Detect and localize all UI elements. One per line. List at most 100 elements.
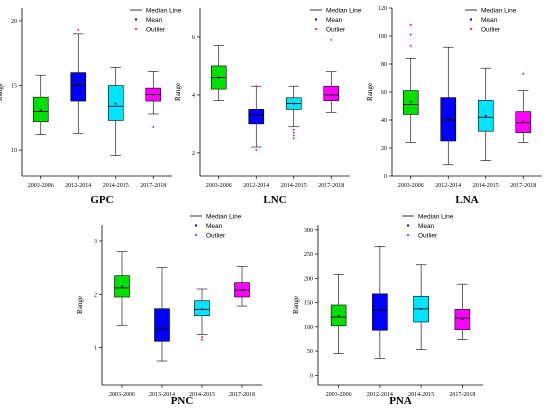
box-2014-2015 [194, 288, 210, 341]
y-tick-label: 10 [11, 148, 17, 154]
legend-outlier-label: Outlier [481, 26, 501, 33]
y-tick-label: 15 [11, 84, 17, 90]
box-2013-2014 [154, 267, 170, 362]
outlier-point [201, 338, 203, 341]
box-rect [70, 72, 87, 102]
legend-mean-swatch [195, 224, 197, 227]
outlier-point [292, 131, 295, 134]
legend-outlier-swatch [470, 28, 472, 30]
y-tick-label: 3 [94, 239, 97, 245]
y-tick-label: 200 [304, 276, 313, 282]
outlier-point [255, 85, 258, 88]
x-tick-label: 2003-2006 [206, 183, 232, 189]
mean-marker [330, 93, 333, 96]
legend-outlier-label: Outlier [418, 232, 438, 239]
legend: Median Line Mean Outlier [310, 7, 362, 33]
outlier-point [409, 44, 412, 47]
x-tick-label: 2003-2006 [326, 392, 352, 398]
panel-title: LNA [455, 194, 478, 206]
outlier-point [409, 23, 412, 26]
y-axis-label: Range [292, 296, 300, 314]
box-rect [154, 308, 170, 342]
legend-outlier-label: Outlier [326, 26, 346, 33]
panel-title: PNA [389, 395, 412, 407]
y-tick-label: 80 [381, 62, 387, 68]
box-2014-2015 [477, 67, 494, 161]
mean-marker [461, 318, 464, 320]
legend-median-label: Median Line [146, 7, 182, 14]
legend-median-label: Median Line [481, 7, 517, 14]
legend-mean-swatch [135, 18, 137, 21]
outlier-point [201, 336, 203, 338]
y-axis-label: Range [174, 83, 182, 101]
x-tick-label: 2013-2014 [149, 392, 175, 398]
mean-marker [420, 307, 423, 310]
mean-marker [114, 102, 117, 105]
mean-marker [217, 76, 220, 79]
box-2003-2006 [330, 274, 347, 354]
y-tick-label: 100 [304, 325, 313, 331]
panel-pna: 0 50 100 150 200 250 300 Range 2003-2006 2012-201… [292, 213, 483, 407]
box-2003-2006 [114, 251, 130, 326]
panel-title: PNC [171, 395, 194, 407]
y-tick-label: 120 [378, 6, 387, 12]
y-tick-label: 40 [381, 118, 387, 124]
legend-median-label: Median Line [326, 7, 362, 14]
y-tick-label: 60 [381, 90, 387, 96]
y-tick-label: 50 [307, 349, 313, 355]
outlier-point [152, 125, 155, 128]
legend-mean-label: Mean [418, 223, 435, 230]
y-tick-label: 100 [378, 34, 387, 40]
x-tick-label: 2012-2014 [65, 183, 91, 189]
y-tick-label: 2 [94, 292, 97, 298]
x-tick-label: 2014-2015 [473, 183, 499, 189]
outlier-point [77, 29, 80, 31]
mean-marker [378, 309, 381, 312]
outlier-point [330, 38, 333, 41]
box-rect [372, 293, 388, 331]
mean-marker [77, 83, 80, 86]
legend-outlier-swatch [315, 28, 317, 30]
x-tick-label: 2012-2014 [435, 183, 461, 189]
legend-mean-label: Mean [326, 17, 343, 24]
legend: Median Line Mean Outlier [402, 213, 454, 239]
x-tick-label: 2014-2015 [189, 392, 215, 398]
box-2017-2018 [454, 283, 471, 340]
y-axis-label: Range [0, 83, 4, 101]
legend-mean-swatch [407, 224, 409, 227]
panel-title: GPC [90, 194, 113, 206]
y-axis-label: Range [76, 296, 84, 314]
legend-outlier-swatch [407, 234, 409, 236]
panel-lna: 0 20 40 60 80 100 120 Range 2003-2006 2012-2014 20… [366, 6, 542, 206]
y-tick-label: 0 [310, 373, 313, 379]
mean-marker [292, 102, 295, 105]
outlier-point [292, 128, 295, 131]
box-2012-2014 [248, 85, 265, 151]
outlier-point [292, 134, 295, 137]
legend-mean-label: Mean [206, 223, 223, 230]
mean-marker [484, 114, 487, 117]
mean-marker [337, 315, 340, 318]
box-2003-2006 [210, 45, 227, 101]
box-2017-2018 [323, 38, 340, 113]
legend-mean-label: Mean [481, 17, 498, 24]
x-tick-label: 2014-2015 [408, 392, 434, 398]
legend-mean-swatch [470, 18, 472, 21]
legend-outlier-label: Outlier [206, 232, 226, 239]
x-tick-label: 2017-2018 [229, 392, 255, 398]
outlier-point [409, 33, 412, 36]
mean-marker [152, 93, 155, 96]
outlier-point [292, 137, 295, 140]
panel-pnc: 1 2 3 Range 2003-2006 2013-2014 2014-2015 2017-… [76, 213, 262, 407]
box-2014-2015 [107, 67, 124, 156]
x-tick-label: 2014-2015 [281, 183, 307, 189]
panel-lnc: 2 4 6 Range 2003-2006 2012-2014 2014-2015 2017-… [174, 7, 362, 206]
y-tick-label: 300 [304, 228, 313, 234]
mean-marker [522, 120, 525, 123]
box-rect [323, 85, 340, 101]
box-2017-2018 [234, 266, 250, 307]
panel-title: LNC [263, 194, 286, 206]
mean-marker [121, 285, 123, 288]
y-tick-label: 4 [192, 93, 195, 99]
